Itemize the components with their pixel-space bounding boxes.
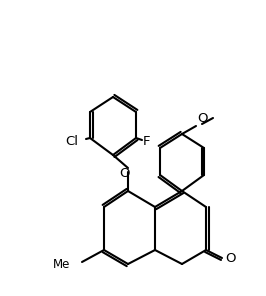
Text: O: O (197, 112, 207, 125)
Text: Cl: Cl (65, 134, 78, 147)
Text: O: O (119, 166, 129, 179)
Text: Me: Me (53, 258, 70, 271)
Text: O: O (225, 252, 235, 266)
Text: F: F (142, 134, 150, 147)
